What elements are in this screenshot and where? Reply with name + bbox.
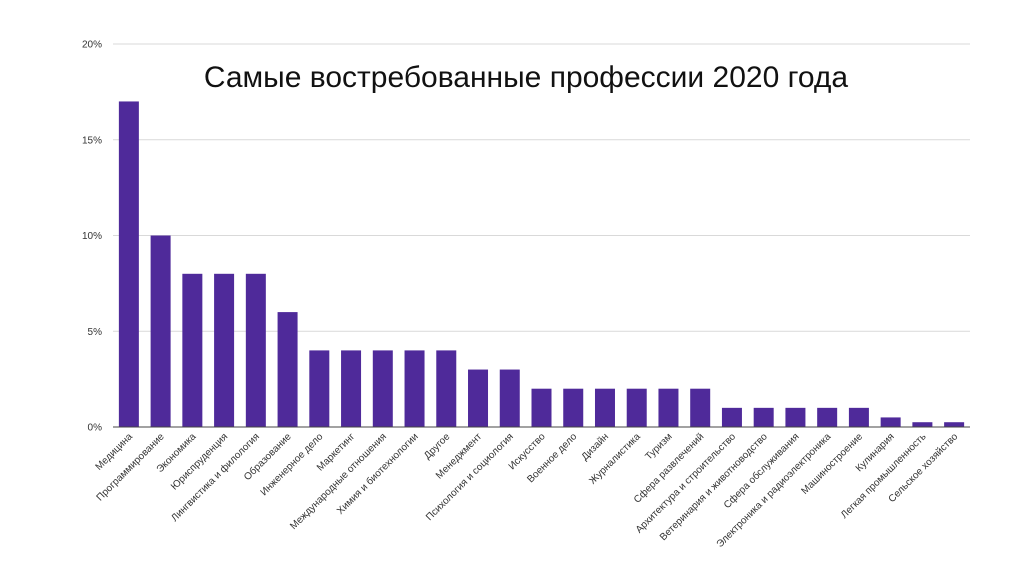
y-tick-label: 0% <box>88 423 103 434</box>
bar <box>531 388 552 427</box>
chart-title: Самые востребованные профессии 2020 года <box>204 61 849 94</box>
bar <box>182 273 203 427</box>
x-axis-ticks: МедицинаПрограммированиеЭкономикаЮриспру… <box>94 430 961 550</box>
bar <box>721 407 742 427</box>
x-tick-label: Юриспруденция <box>169 431 230 492</box>
y-axis-ticks: 0% 5% 10% 15% 20% <box>82 40 102 434</box>
bar <box>309 350 330 427</box>
bar <box>150 235 171 427</box>
bar <box>245 273 266 427</box>
x-tick-label: Электроника и радиоэлектроника <box>715 431 834 550</box>
bar <box>372 350 393 427</box>
bar <box>944 422 965 427</box>
bar <box>785 407 806 427</box>
bar <box>690 388 711 427</box>
x-tick-label: Дизайн <box>580 431 612 463</box>
bar <box>436 350 457 427</box>
y-tick-label: 5% <box>88 327 103 338</box>
grid-lines <box>113 43 970 332</box>
bar <box>214 273 235 427</box>
bar <box>499 369 520 427</box>
bar <box>880 417 901 427</box>
chart-title-background <box>199 59 853 96</box>
bar <box>341 350 362 427</box>
bar <box>594 388 615 427</box>
bar <box>563 388 584 427</box>
bar <box>848 407 869 427</box>
bar <box>912 422 933 427</box>
bar <box>626 388 647 427</box>
bar <box>468 369 489 427</box>
bar <box>817 407 838 427</box>
y-tick-label: 15% <box>82 135 102 146</box>
y-tick-label: 10% <box>82 231 102 242</box>
y-tick-label: 20% <box>82 40 102 51</box>
x-tick-label: Туризм <box>643 431 674 462</box>
bar <box>404 350 425 427</box>
x-tick-label: Другое <box>422 431 453 462</box>
bars <box>118 101 965 427</box>
bar <box>277 312 298 427</box>
bar <box>118 101 139 427</box>
bar <box>658 388 679 427</box>
bar <box>753 407 774 427</box>
